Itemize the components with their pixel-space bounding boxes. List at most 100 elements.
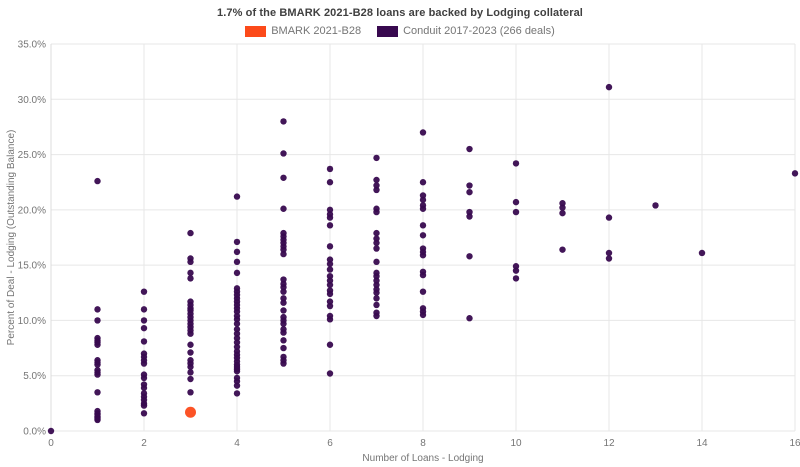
conduit-data-point[interactable]	[791, 170, 799, 177]
conduit-data-point[interactable]	[326, 277, 334, 284]
conduit-data-point[interactable]	[140, 338, 148, 345]
conduit-data-point[interactable]	[373, 295, 380, 302]
conduit-data-point[interactable]	[373, 235, 380, 242]
conduit-data-point[interactable]	[419, 192, 427, 199]
conduit-data-point[interactable]	[605, 255, 613, 262]
conduit-data-point[interactable]	[233, 378, 241, 385]
conduit-data-point[interactable]	[233, 382, 241, 389]
conduit-data-point[interactable]	[280, 295, 287, 302]
conduit-data-point[interactable]	[233, 316, 241, 323]
conduit-data-point[interactable]	[326, 243, 334, 250]
conduit-data-point[interactable]	[605, 249, 613, 257]
conduit-data-point[interactable]	[419, 271, 427, 279]
conduit-data-point[interactable]	[280, 174, 287, 181]
conduit-data-point[interactable]	[419, 196, 427, 204]
legend-item-conduit[interactable]: Conduit 2017-2023 (266 deals)	[377, 25, 555, 37]
conduit-data-point[interactable]	[419, 288, 427, 295]
conduit-data-point[interactable]	[559, 209, 566, 217]
conduit-data-point[interactable]	[466, 145, 473, 153]
conduit-data-point[interactable]	[140, 410, 148, 417]
conduit-data-point[interactable]	[419, 205, 427, 212]
conduit-data-point[interactable]	[466, 253, 473, 260]
conduit-data-point[interactable]	[373, 186, 380, 194]
conduit-data-point[interactable]	[326, 298, 334, 305]
conduit-data-point[interactable]	[233, 326, 241, 333]
conduit-data-point[interactable]	[94, 306, 101, 313]
conduit-data-point[interactable]	[94, 371, 101, 378]
conduit-data-point[interactable]	[94, 361, 101, 368]
conduit-data-point[interactable]	[140, 317, 148, 324]
conduit-data-point[interactable]	[280, 344, 287, 352]
conduit-data-point[interactable]	[233, 390, 241, 397]
conduit-data-point[interactable]	[326, 370, 334, 377]
conduit-data-point[interactable]	[94, 341, 101, 348]
conduit-data-point[interactable]	[233, 320, 241, 327]
conduit-data-point[interactable]	[512, 275, 520, 282]
conduit-data-point[interactable]	[605, 83, 613, 91]
conduit-data-point[interactable]	[187, 389, 194, 396]
conduit-data-point[interactable]	[233, 343, 241, 351]
conduit-data-point[interactable]	[373, 301, 380, 309]
conduit-data-point[interactable]	[280, 205, 287, 212]
conduit-data-point[interactable]	[419, 179, 427, 186]
conduit-data-point[interactable]	[326, 281, 334, 289]
conduit-data-point[interactable]	[559, 204, 566, 211]
conduit-data-point[interactable]	[373, 277, 380, 284]
conduit-data-point[interactable]	[512, 263, 520, 270]
conduit-data-point[interactable]	[94, 317, 101, 324]
conduit-data-point[interactable]	[233, 368, 241, 375]
conduit-data-point[interactable]	[140, 402, 148, 409]
conduit-data-point[interactable]	[605, 214, 613, 221]
conduit-data-point[interactable]	[280, 299, 287, 306]
conduit-data-point[interactable]	[326, 179, 334, 186]
conduit-data-point[interactable]	[326, 222, 334, 229]
bmark-data-point[interactable]	[185, 406, 196, 418]
conduit-data-point[interactable]	[140, 306, 148, 313]
conduit-data-point[interactable]	[280, 284, 287, 291]
conduit-data-point[interactable]	[373, 245, 380, 252]
conduit-data-point[interactable]	[373, 273, 380, 280]
conduit-data-point[interactable]	[466, 315, 473, 322]
conduit-data-point[interactable]	[140, 288, 148, 295]
conduit-data-point[interactable]	[326, 290, 334, 298]
conduit-data-point[interactable]	[326, 256, 334, 263]
conduit-data-point[interactable]	[187, 258, 194, 266]
conduit-data-point[interactable]	[233, 269, 241, 277]
conduit-data-point[interactable]	[326, 266, 334, 273]
conduit-data-point[interactable]	[280, 276, 287, 283]
conduit-data-point[interactable]	[466, 208, 473, 216]
conduit-data-point[interactable]	[373, 312, 380, 320]
conduit-data-point[interactable]	[280, 307, 287, 314]
conduit-data-point[interactable]	[140, 360, 148, 367]
conduit-data-point[interactable]	[187, 341, 194, 348]
conduit-data-point[interactable]	[419, 232, 427, 239]
conduit-data-point[interactable]	[373, 229, 380, 237]
conduit-data-point[interactable]	[326, 206, 334, 214]
conduit-data-point[interactable]	[233, 193, 241, 200]
conduit-data-point[interactable]	[94, 177, 101, 185]
conduit-data-point[interactable]	[512, 198, 520, 206]
conduit-data-point[interactable]	[280, 337, 287, 344]
conduit-data-point[interactable]	[326, 214, 334, 221]
conduit-data-point[interactable]	[94, 416, 101, 424]
conduit-data-point[interactable]	[187, 369, 194, 376]
conduit-data-point[interactable]	[373, 182, 380, 189]
conduit-data-point[interactable]	[233, 330, 241, 337]
conduit-data-point[interactable]	[280, 320, 287, 327]
conduit-data-point[interactable]	[559, 246, 566, 253]
conduit-data-point[interactable]	[280, 250, 287, 258]
conduit-data-point[interactable]	[466, 182, 473, 189]
conduit-data-point[interactable]	[419, 129, 427, 136]
conduit-data-point[interactable]	[373, 281, 380, 289]
conduit-data-point[interactable]	[373, 208, 380, 216]
conduit-data-point[interactable]	[326, 302, 334, 310]
conduit-data-point[interactable]	[512, 267, 520, 274]
conduit-data-point[interactable]	[233, 248, 241, 256]
conduit-data-point[interactable]	[187, 275, 194, 282]
conduit-data-point[interactable]	[326, 316, 334, 323]
conduit-data-point[interactable]	[187, 269, 194, 277]
conduit-data-point[interactable]	[140, 374, 148, 382]
conduit-data-point[interactable]	[280, 360, 287, 367]
conduit-data-point[interactable]	[326, 273, 334, 280]
legend-item-bmark[interactable]: BMARK 2021-B28	[245, 25, 361, 37]
